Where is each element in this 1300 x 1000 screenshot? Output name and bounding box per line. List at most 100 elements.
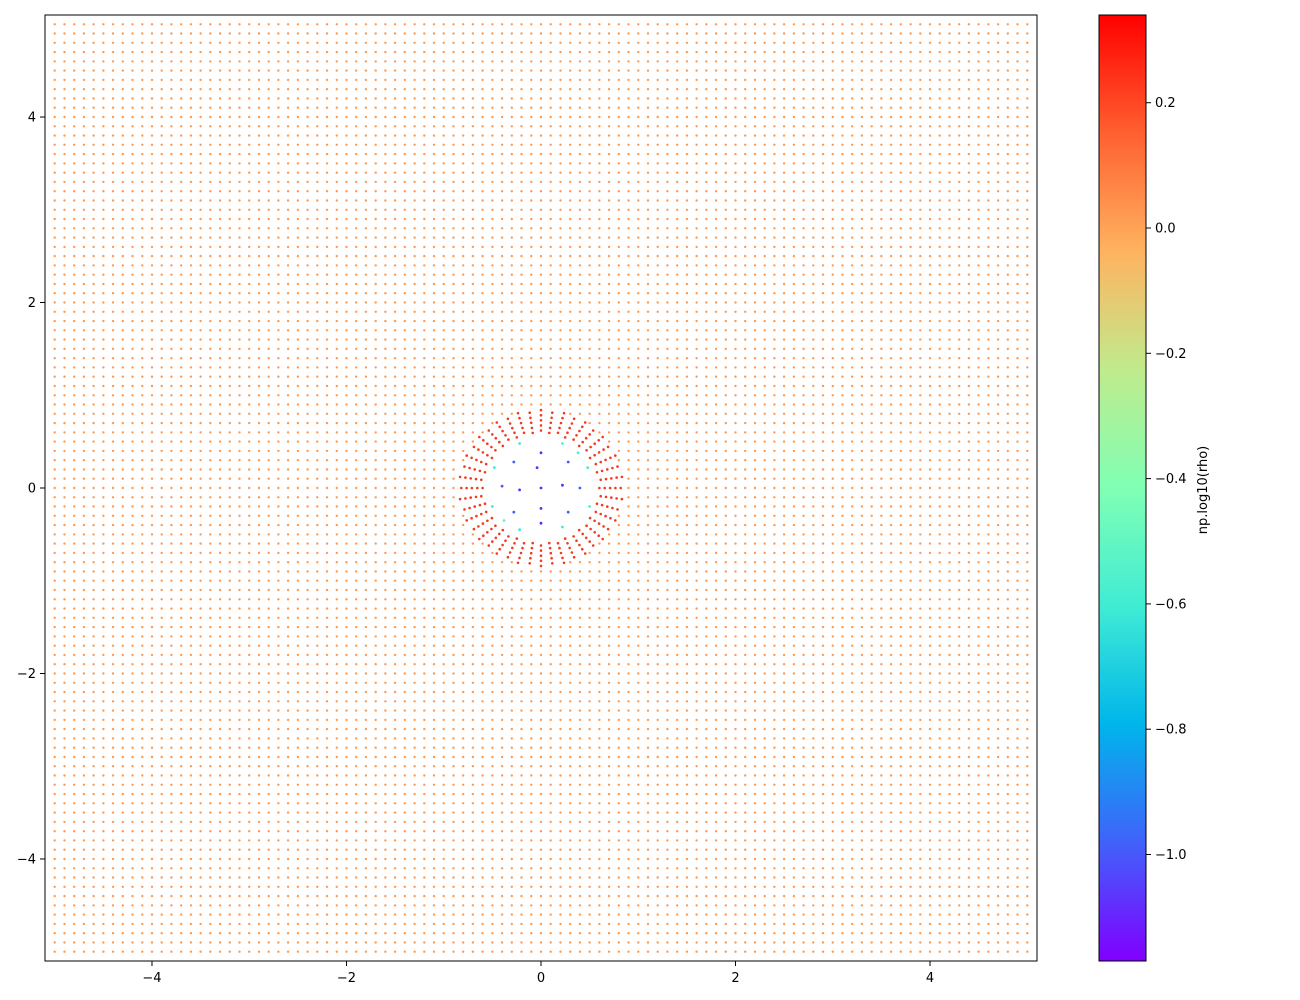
lattice-point [510, 106, 513, 109]
lattice-point [471, 60, 475, 63]
lattice-point [141, 709, 144, 712]
lattice-point [471, 904, 475, 907]
lattice-point [471, 329, 475, 332]
lattice-point [306, 60, 309, 63]
lattice-point [73, 932, 76, 935]
lattice-point [374, 319, 377, 323]
lattice-point [520, 23, 523, 26]
lattice-point [170, 421, 173, 425]
lattice-point [111, 171, 115, 174]
lattice-point [413, 755, 416, 759]
lattice-point [141, 78, 144, 82]
lattice-point [403, 301, 406, 304]
lattice-point [471, 690, 475, 694]
lattice-point [228, 301, 231, 304]
lattice-point [267, 477, 270, 480]
lattice-point [432, 329, 436, 332]
lattice-point [286, 514, 290, 517]
lattice-point [73, 78, 76, 82]
lattice-point [403, 588, 406, 592]
lattice-point [442, 690, 445, 694]
lattice-point [403, 310, 406, 313]
lattice-point [189, 69, 193, 72]
lattice-point [53, 876, 56, 879]
lattice-point [189, 319, 193, 323]
lattice-point [189, 727, 193, 731]
lattice-point [364, 152, 368, 156]
lattice-point [82, 403, 86, 406]
lattice-point [539, 848, 543, 851]
lattice-point [111, 403, 115, 406]
lattice-point [170, 50, 173, 54]
lattice-point [364, 245, 368, 249]
lattice-point [432, 310, 436, 313]
lattice-point [462, 431, 465, 434]
lattice-point [257, 69, 261, 72]
lattice-point [141, 588, 144, 592]
lattice-point [170, 922, 173, 926]
lattice-point [189, 663, 193, 666]
lattice-point [286, 171, 290, 174]
lattice-point [335, 774, 338, 777]
lattice-point [393, 913, 397, 916]
lattice-point [111, 523, 115, 527]
lattice-point [335, 282, 338, 286]
lattice-point [150, 384, 154, 388]
lattice-point [432, 125, 436, 128]
lattice-point [170, 23, 173, 26]
lattice-point [374, 282, 377, 286]
lattice-point [355, 857, 358, 861]
lattice-point [500, 264, 504, 267]
lattice-point [53, 264, 56, 267]
lattice-point [257, 180, 261, 184]
lattice-point [481, 301, 484, 304]
lattice-point [63, 913, 66, 916]
lattice-point [199, 533, 202, 536]
lattice-point [296, 663, 300, 666]
lattice-point [403, 384, 406, 388]
lattice-point [92, 718, 95, 722]
lattice-point [325, 329, 329, 332]
lattice-point [141, 950, 144, 953]
lattice-point [277, 152, 280, 156]
lattice-point [209, 115, 212, 119]
lattice-point [403, 69, 406, 72]
lattice-point [199, 97, 202, 100]
lattice-point [432, 635, 436, 638]
lattice-point [111, 570, 115, 573]
lattice-point [199, 802, 202, 805]
lattice-point [286, 876, 290, 879]
lattice-point [248, 811, 251, 814]
lattice-point [267, 746, 270, 749]
lattice-point [491, 162, 494, 165]
lattice-point [471, 292, 475, 295]
lattice-point [160, 347, 163, 351]
lattice-point [423, 533, 426, 536]
lattice-point [471, 811, 475, 814]
lattice-point [306, 533, 309, 536]
lattice-point [121, 190, 125, 193]
lattice-point [316, 106, 319, 109]
lattice-point [384, 598, 387, 601]
lattice-point [296, 533, 300, 536]
lattice-point [102, 857, 105, 861]
lattice-point [462, 125, 465, 128]
lattice-point [423, 134, 426, 137]
lattice-point [530, 848, 533, 851]
lattice-point [228, 848, 231, 851]
lattice-point [92, 727, 95, 731]
lattice-point [423, 681, 426, 684]
lattice-point [384, 922, 387, 926]
lattice-point [277, 97, 280, 100]
lattice-point [403, 811, 406, 814]
lattice-point [539, 755, 543, 759]
lattice-point [189, 50, 193, 54]
lattice-point [374, 690, 377, 694]
lattice-point [520, 857, 523, 861]
lattice-point [286, 449, 290, 453]
lattice-point [462, 115, 465, 119]
lattice-point [82, 431, 86, 434]
lattice-point [316, 700, 319, 703]
lattice-point [73, 273, 76, 276]
lattice-point [180, 774, 183, 777]
